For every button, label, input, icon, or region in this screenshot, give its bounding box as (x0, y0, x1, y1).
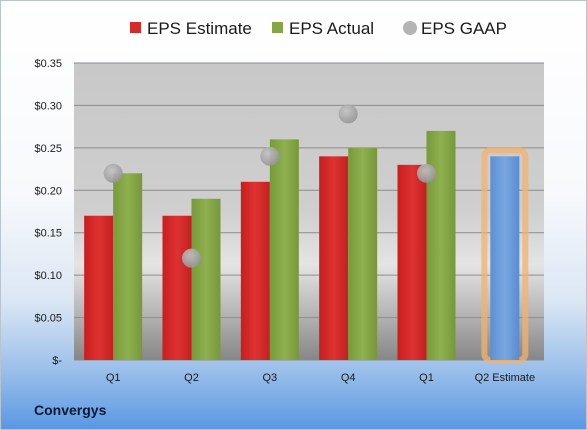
plot-area (74, 63, 544, 360)
bar-q2-estimate (490, 156, 520, 360)
marker-eps-gaap (182, 248, 201, 268)
legend-label: EPS Actual (289, 19, 374, 38)
bar-eps-estimate (240, 181, 270, 360)
y-tick-label: $0.30 (34, 100, 62, 112)
marker-eps-gaap (417, 163, 436, 183)
bar-eps-actual (191, 198, 221, 360)
y-tick-label: $- (52, 355, 62, 367)
legend-label: EPS GAAP (421, 19, 507, 38)
bar-eps-estimate (319, 156, 349, 360)
x-tick-label: Q1 (106, 372, 121, 384)
x-tick-label: Q2 Estimate (475, 372, 536, 384)
x-tick-label: Q4 (341, 372, 356, 384)
y-tick-label: $0.25 (34, 143, 62, 155)
legend-label: EPS Estimate (147, 19, 252, 38)
x-tick-label: Q3 (262, 372, 277, 384)
legend-swatch (272, 22, 283, 33)
company-name: Convergys (34, 402, 107, 418)
bar-eps-actual (113, 173, 143, 360)
y-tick-label: $0.20 (34, 185, 62, 197)
bar-eps-actual (348, 147, 378, 360)
y-tick-label: $0.05 (34, 313, 62, 325)
x-tick-label: Q1 (419, 372, 434, 384)
marker-eps-gaap (260, 146, 280, 166)
bar-eps-estimate (397, 164, 427, 360)
bar-eps-estimate (84, 215, 114, 360)
bar-eps-estimate (162, 215, 192, 360)
marker-eps-gaap (103, 163, 123, 183)
y-tick-label: $0.10 (34, 270, 62, 282)
marker-eps-gaap (338, 104, 358, 124)
legend-marker (403, 21, 417, 35)
y-tick-label: $0.35 (34, 58, 62, 70)
bar-eps-actual (269, 139, 299, 360)
legend-swatch (130, 22, 141, 33)
x-tick-label: Q2 (184, 372, 199, 384)
y-tick-label: $0.15 (34, 228, 62, 240)
